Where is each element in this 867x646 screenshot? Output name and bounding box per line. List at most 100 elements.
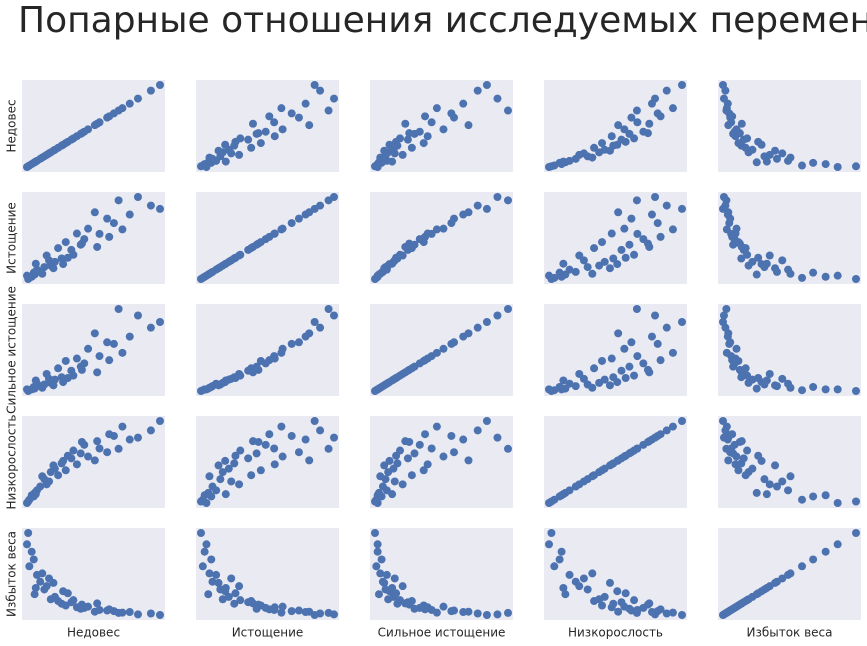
point — [778, 256, 787, 265]
point — [678, 317, 686, 326]
point — [632, 106, 641, 115]
point — [38, 569, 47, 578]
point — [388, 490, 397, 499]
point — [662, 86, 671, 95]
point — [29, 382, 38, 391]
point — [668, 348, 677, 357]
point — [731, 603, 740, 612]
point — [261, 127, 270, 136]
point — [656, 356, 665, 365]
point — [757, 260, 766, 269]
point — [459, 435, 468, 444]
point — [627, 338, 636, 347]
point — [719, 311, 728, 320]
point — [61, 356, 70, 365]
point — [630, 596, 639, 605]
point — [236, 446, 245, 455]
point — [63, 253, 72, 262]
point — [221, 157, 230, 166]
point — [324, 305, 333, 313]
point — [207, 555, 216, 564]
point — [221, 260, 230, 269]
point — [772, 482, 781, 491]
point — [605, 146, 614, 155]
point — [373, 499, 382, 507]
point — [722, 348, 731, 357]
point — [310, 317, 319, 326]
point — [493, 94, 502, 103]
point — [29, 555, 38, 564]
point — [385, 587, 394, 596]
point — [114, 305, 123, 313]
point — [588, 269, 597, 278]
point — [235, 480, 244, 489]
point — [277, 225, 286, 234]
point — [376, 472, 385, 481]
point — [809, 382, 818, 391]
point — [277, 104, 286, 113]
point — [809, 158, 818, 167]
point — [146, 86, 155, 95]
point — [294, 448, 303, 457]
point — [330, 433, 338, 442]
point — [270, 132, 279, 141]
point — [737, 368, 746, 377]
point — [133, 311, 142, 320]
point — [133, 610, 142, 619]
point — [852, 275, 860, 283]
point — [852, 497, 860, 506]
point — [287, 339, 296, 348]
point — [731, 229, 740, 238]
point — [146, 609, 155, 618]
point — [771, 146, 780, 155]
point — [156, 81, 164, 89]
point — [256, 139, 265, 148]
point — [743, 250, 752, 259]
point — [588, 569, 597, 578]
point — [464, 329, 473, 338]
point — [550, 562, 559, 571]
point — [621, 374, 630, 383]
point — [620, 224, 629, 233]
point — [156, 317, 164, 326]
point — [42, 582, 51, 591]
point — [614, 607, 623, 616]
point — [265, 430, 274, 439]
point — [571, 382, 580, 391]
point — [247, 143, 256, 152]
point — [287, 607, 296, 616]
point — [765, 251, 774, 260]
point — [248, 599, 257, 608]
point — [221, 140, 230, 149]
point — [200, 547, 209, 556]
point — [632, 196, 641, 205]
x-axis-label: Истощение — [232, 626, 304, 640]
point — [656, 112, 665, 121]
point — [504, 444, 512, 453]
point — [771, 578, 780, 587]
point — [620, 602, 629, 611]
point — [305, 329, 314, 338]
point — [423, 603, 432, 612]
point — [310, 611, 319, 619]
point — [294, 113, 303, 122]
point — [450, 214, 459, 223]
point — [632, 608, 641, 617]
point — [439, 224, 448, 233]
point — [38, 153, 47, 162]
point — [613, 260, 622, 269]
point — [398, 480, 407, 489]
point — [579, 574, 588, 583]
point — [146, 201, 155, 210]
point — [473, 323, 482, 332]
point — [482, 317, 491, 326]
point — [590, 597, 599, 606]
point — [645, 368, 654, 377]
point — [324, 106, 333, 115]
point — [287, 219, 296, 228]
point — [621, 589, 630, 598]
point — [579, 149, 588, 158]
point — [214, 264, 223, 273]
point — [156, 204, 164, 213]
